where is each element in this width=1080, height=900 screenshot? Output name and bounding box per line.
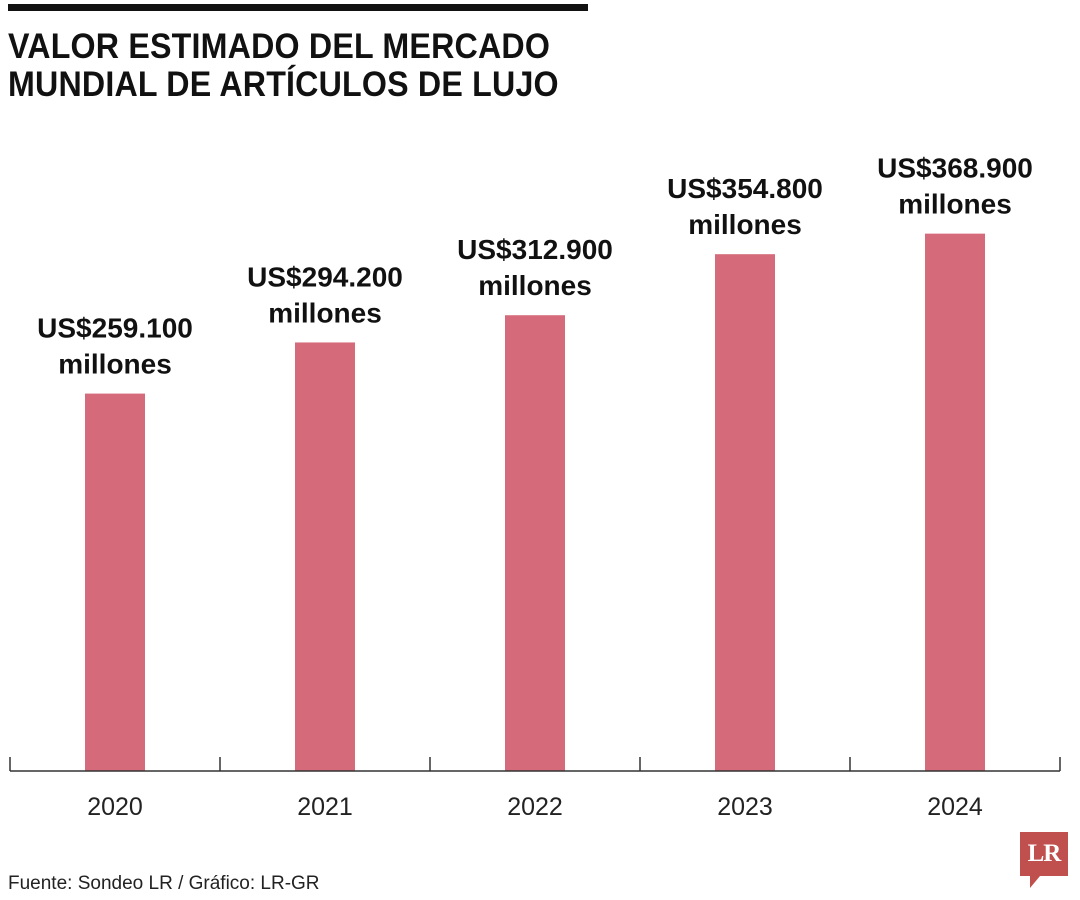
data-label-2024-value: US$368.900 bbox=[877, 153, 1033, 184]
data-label-2022-value: US$312.900 bbox=[457, 234, 613, 265]
data-label-2023-value: US$354.800 bbox=[667, 173, 823, 204]
lr-logo: LR bbox=[1020, 832, 1070, 890]
bar-2022 bbox=[505, 315, 565, 771]
x-tick-label-2022: 2022 bbox=[507, 793, 563, 821]
lr-logo-text: LR bbox=[1027, 840, 1062, 867]
source-note: Fuente: Sondeo LR / Gráfico: LR-GR bbox=[8, 873, 320, 894]
data-label-2020-value: US$259.100 bbox=[37, 313, 193, 344]
x-tick-label-2020: 2020 bbox=[87, 793, 143, 821]
data-label-2021-unit: millones bbox=[268, 297, 382, 328]
top-rule bbox=[8, 4, 588, 11]
x-tick-label-2021: 2021 bbox=[297, 793, 353, 821]
bar-2024 bbox=[925, 233, 985, 772]
bar-chart: US$259.100 millones 2020 US$294.200 millones… bbox=[9, 153, 1061, 821]
data-label-2022-unit: millones bbox=[478, 270, 592, 301]
bar-2020 bbox=[85, 393, 145, 771]
bar-2021 bbox=[295, 342, 355, 771]
data-label-2021-value: US$294.200 bbox=[247, 261, 403, 292]
data-label-2023-unit: millones bbox=[688, 209, 802, 240]
bar-2023 bbox=[715, 254, 775, 771]
x-tick-label-2023: 2023 bbox=[717, 793, 773, 821]
data-label-2020-unit: millones bbox=[58, 349, 172, 380]
chart-title: VALOR ESTIMADO DEL MERCADO MUNDIAL DE AR… bbox=[8, 27, 559, 104]
data-label-2024-unit: millones bbox=[898, 189, 1012, 220]
lr-logo-badge bbox=[1020, 832, 1068, 888]
x-tick-label-2024: 2024 bbox=[927, 793, 983, 821]
